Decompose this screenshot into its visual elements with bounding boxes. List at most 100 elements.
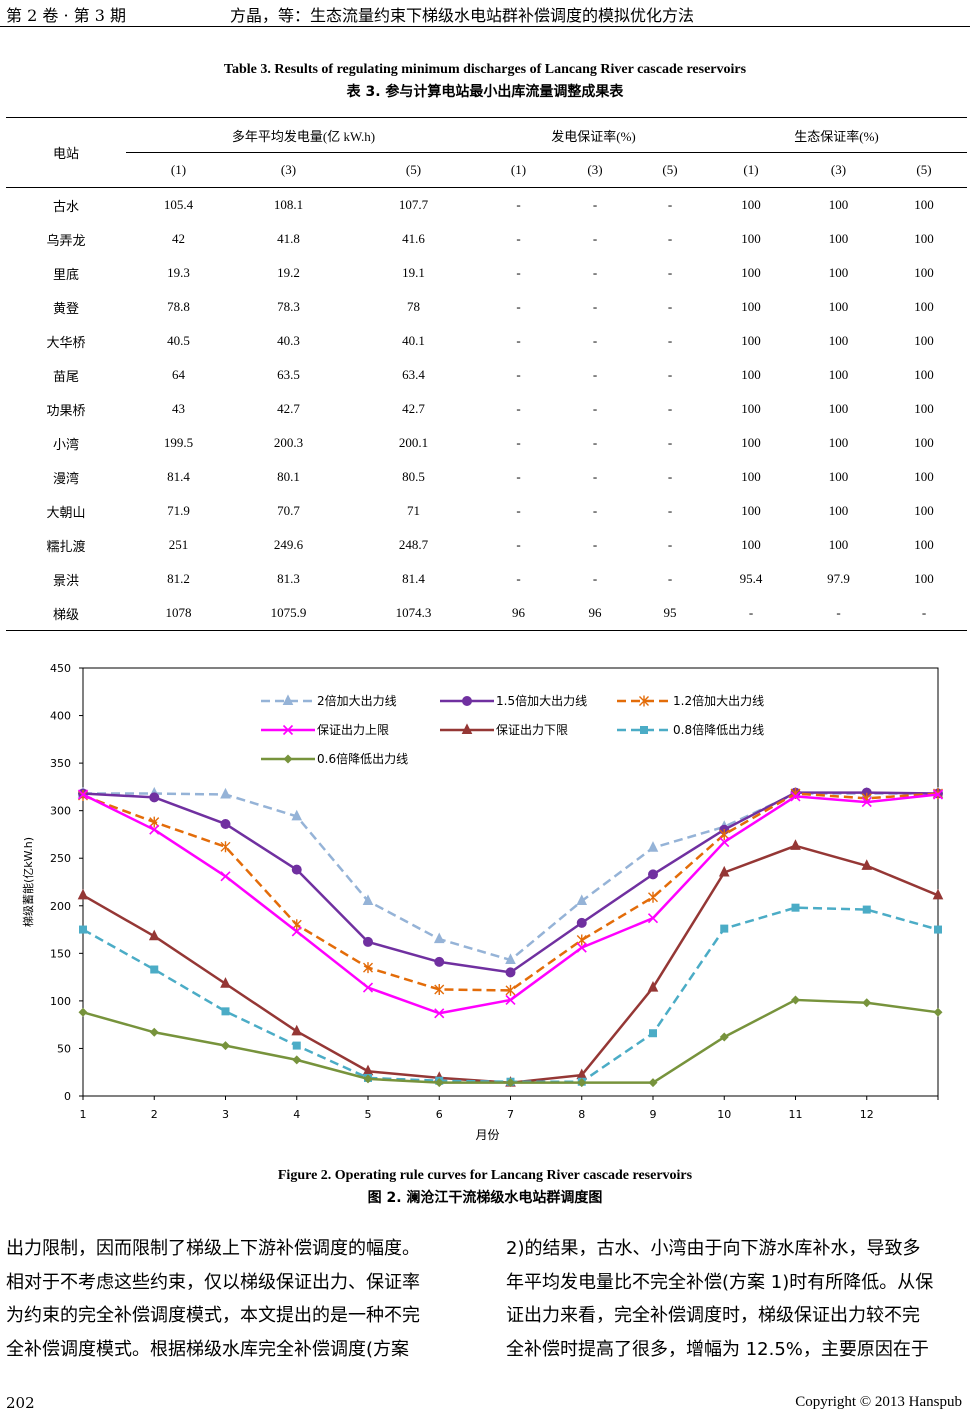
value-cell: 100 [914,299,934,314]
value-cell: 100 [828,265,849,280]
value-cell: 80.1 [277,469,300,484]
value-cell: 100 [828,503,849,518]
table-row: 大朝山 71.9 70.7 71 - - - 100 100 100 [6,494,967,528]
value-cell: 251 [168,537,189,552]
data-point [434,983,445,995]
data-point [433,932,445,944]
value-cell: 100 [828,367,849,382]
journal-volume-issue: 第 2 卷 · 第 3 期 [6,6,126,25]
value-cell: 42.7 [277,401,300,416]
data-point [291,1024,303,1036]
data-point [291,809,303,821]
data-point [862,905,871,914]
value-cell: 64 [172,367,185,382]
data-point [648,1078,658,1088]
data-point [577,1078,587,1088]
y-tick-label: 50 [57,1042,71,1055]
value-cell: 100 [914,197,934,212]
data-point [221,1007,230,1016]
value-cell: - [667,401,673,416]
value-cell: 81.4 [167,469,190,484]
value-cell: 78.3 [277,299,300,314]
paragraph-line: 全补偿时提高了很多，增幅为 12.5%，主要原因在于 [506,1338,929,1360]
value-cell: 100 [914,231,934,246]
station-name-cell: 梯级 [6,596,126,631]
data-point [291,864,302,875]
value-cell: 71 [407,503,420,518]
figure-caption-zh: 图 2. 澜沧江干流梯级水电站群调度图 [367,1190,603,1206]
value-cell: - [667,197,673,212]
data-point [148,929,160,941]
data-point [576,917,587,928]
value-cell: 100 [741,503,761,518]
data-point [932,888,944,900]
table-row: 乌弄龙 42 41.8 41.6 - - - 100 100 100 [6,222,967,256]
value-cell: - [592,571,598,586]
y-axis-label: 梯级蓄能(亿kW.h) [21,837,35,927]
data-point [932,789,944,800]
value-cell: 96 [556,596,634,631]
data-point [576,942,587,953]
value-cell: 95 [634,596,706,631]
table-row: 苗尾 64 63.5 63.4 - - - 100 100 100 [6,358,967,392]
legend-label: 保证出力下限 [496,723,568,737]
value-cell: - [667,299,673,314]
plot-area [82,667,939,1097]
legend-label: 1.2倍加大出力线 [673,693,764,708]
value-cell: - [881,596,967,631]
x-tick-label: 5 [365,1108,372,1121]
sub-header: (1) [126,152,231,188]
value-cell: 100 [914,367,934,382]
table-row: 景洪 81.2 81.3 81.4 - - - 95.4 97.9 100 [6,562,967,596]
value-cell: 100 [828,537,849,552]
data-point [150,965,159,974]
data-point [648,891,658,903]
y-tick-label: 0 [64,1090,71,1103]
paragraph-line: 相对于不考虑这些约束，仅以梯级保证出力、保证率 [6,1271,420,1293]
value-cell: 41.6 [402,231,425,246]
data-point [647,913,659,924]
station-name-cell: 功果桥 [46,402,86,418]
value-cell: 71.9 [167,503,190,518]
running-title: 方晶，等：生态流量约束下梯级水电站群补偿调度的模拟优化方法 [230,6,695,25]
sub-header: (3) [231,152,346,188]
data-point [221,1041,230,1051]
value-cell: - [667,503,673,518]
data-point [934,925,942,934]
data-point [362,894,374,906]
value-cell: - [667,333,673,348]
data-point [79,925,87,934]
station-name-cell: 乌弄龙 [46,232,86,248]
data-point [576,894,588,906]
y-tick-label: 350 [50,757,71,770]
station-name-cell: 苗尾 [52,368,79,384]
value-cell: 81.2 [167,571,190,586]
value-cell: 100 [828,197,849,212]
y-tick-label: 150 [50,947,71,960]
table-body: 古水 105.4 108.1 107.7 - - - 100 100 100 乌弄龙 42 41.8 41… [6,188,967,631]
table-row: 黄登 78.8 78.3 78 - - - 100 100 100 [6,290,967,324]
legend-marker [462,696,472,706]
value-cell: 100 [914,435,934,450]
value-cell: 42 [172,231,185,246]
legend-marker [461,723,473,734]
value-cell: 100 [741,299,761,314]
data-point [506,1078,515,1088]
y-tick-label: 450 [50,662,71,675]
value-cell: 249.6 [273,537,304,552]
sub-header: (1) [481,152,556,188]
value-cell: 105.4 [163,197,194,212]
value-cell: 100 [828,401,849,416]
value-cell: 100 [828,231,849,246]
value-cell: - [516,401,521,416]
data-point [149,816,160,828]
data-point [434,956,445,967]
y-tick-label: 100 [50,995,71,1008]
value-cell: 100 [914,401,934,416]
table-caption-en: Table 3. Results of regulating minimum d… [223,62,747,77]
value-cell: - [516,435,521,450]
value-cell: 1075.9 [231,596,346,631]
data-point [363,936,373,947]
table-row: 里底 19.3 19.2 19.1 - - - 100 100 100 [6,256,967,290]
data-point [718,865,730,877]
